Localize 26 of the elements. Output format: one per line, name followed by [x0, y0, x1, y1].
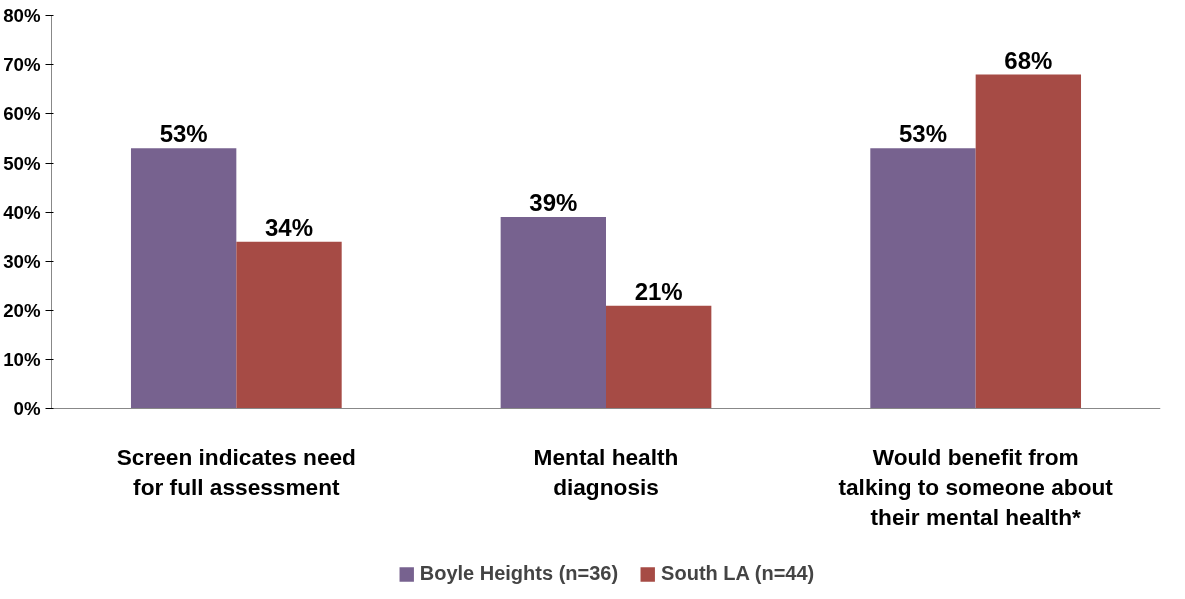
y-tick-label: 60%	[3, 103, 41, 125]
y-tick-label: 30%	[3, 250, 41, 272]
bar	[130, 148, 237, 409]
bar	[606, 305, 712, 409]
y-tick-label: 20%	[3, 300, 41, 322]
x-tick-label: Mental health diagnosis	[533, 443, 679, 500]
bar	[236, 241, 342, 409]
y-tick-label: 10%	[3, 349, 41, 371]
y-tick-label: 80%	[3, 5, 41, 26]
bar	[975, 74, 1082, 409]
y-tick-label: 50%	[3, 152, 41, 174]
x-tick-label: Screen indicates need for full assessment	[116, 443, 356, 500]
data-label: 53%	[159, 120, 208, 148]
bar	[870, 148, 976, 409]
y-tick-label: 40%	[3, 201, 41, 223]
legend-label: Boyle Heights (n=36)	[419, 562, 619, 585]
data-label: 53%	[898, 120, 948, 148]
y-tick-label: 70%	[3, 54, 41, 76]
bar	[500, 217, 606, 409]
legend-label: South LA (n=44)	[661, 562, 815, 585]
data-label: 34%	[264, 213, 314, 241]
y-tick-label: 0%	[13, 398, 41, 420]
data-label: 39%	[529, 189, 578, 217]
data-label: 21%	[634, 277, 683, 305]
x-tick-label: Would benefit from talking to someone about their mental health*	[838, 443, 1114, 530]
data-label: 68%	[1004, 46, 1053, 74]
